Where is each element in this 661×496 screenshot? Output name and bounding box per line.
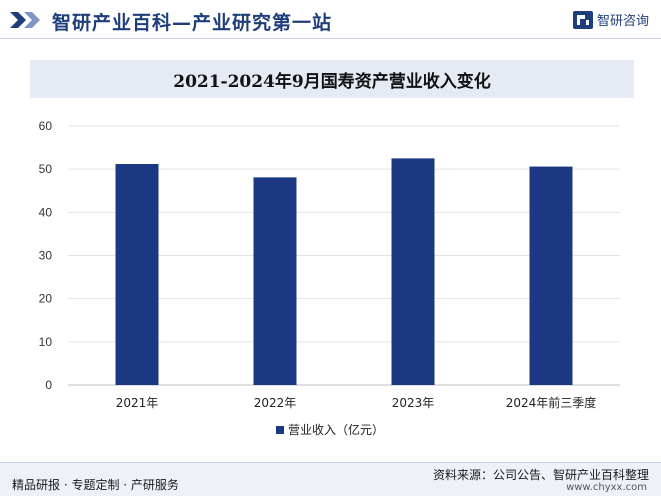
chart-title-band: 2021-2024年9月国寿资产营业收入变化 bbox=[30, 60, 634, 98]
y-tick-label: 60 bbox=[39, 119, 53, 133]
footer-services: 精品研报 · 专题定制 · 产研服务 bbox=[12, 478, 179, 492]
y-tick-label: 50 bbox=[39, 162, 53, 176]
footer-url[interactable]: www.chyxx.com bbox=[566, 482, 647, 493]
x-tick-label: 2021年 bbox=[116, 396, 159, 410]
bar-chart: 0 10 20 30 40 50 60 2021年 2022年 2023年 2024年前三季度营业收… bbox=[39, 119, 620, 437]
y-tick-label: 40 bbox=[39, 205, 53, 219]
site-title: 智研产业百科—产业研究第一站 bbox=[52, 12, 333, 34]
double-chevron-icon bbox=[10, 12, 40, 28]
y-tick-label: 20 bbox=[39, 292, 53, 306]
bar-1 bbox=[115, 163, 159, 385]
brand[interactable]: 智研咨询 bbox=[572, 10, 649, 29]
y-tick-label: 0 bbox=[45, 378, 52, 392]
footer-source: 资料来源：公司公告、智研产业百科整理 bbox=[432, 468, 649, 482]
page-header: 智研产业百科—产业研究第一站 智研咨询 bbox=[0, 0, 661, 39]
x-tick-label: 2022年 bbox=[254, 396, 297, 410]
x-tick-label: 2023年 bbox=[392, 396, 435, 410]
y-tick-label: 30 bbox=[39, 249, 53, 263]
brand-name: 智研咨询 bbox=[596, 14, 649, 29]
legend-swatch bbox=[276, 426, 284, 434]
y-tick-label: 10 bbox=[39, 335, 53, 349]
legend-label: 营业收入（亿元） bbox=[288, 422, 384, 437]
bar-4 bbox=[529, 166, 573, 385]
bar-3 bbox=[391, 158, 435, 385]
x-tick-label: 2024年前三季度 bbox=[506, 395, 597, 410]
chart-title: 2021-2024年9月国寿资产营业收入变化 bbox=[173, 71, 491, 92]
bar-2 bbox=[253, 177, 297, 385]
page-footer: 精品研报 · 专题定制 · 产研服务 资料来源：公司公告、智研产业百科整理 ww… bbox=[0, 462, 661, 496]
brand-logo-icon bbox=[572, 10, 593, 29]
